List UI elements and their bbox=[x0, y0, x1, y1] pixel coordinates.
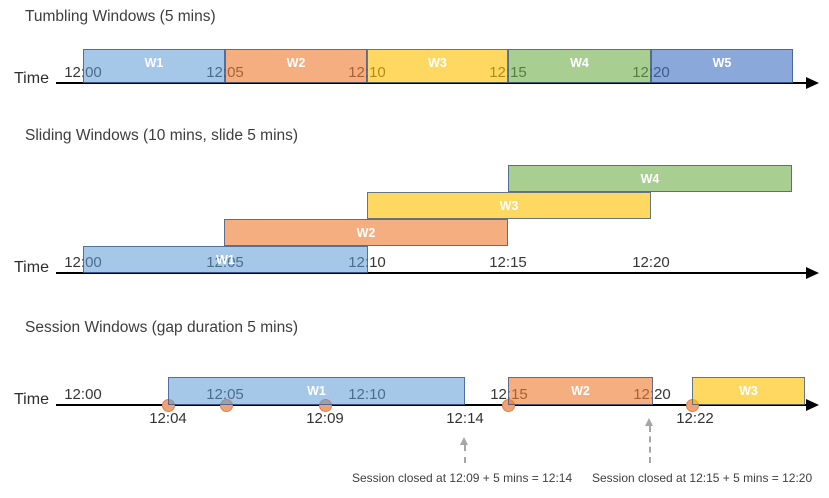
window-label: W1 bbox=[307, 384, 326, 398]
diagram-title-sliding: Sliding Windows (10 mins, slide 5 mins) bbox=[25, 127, 299, 144]
time-axis-label: Time bbox=[14, 391, 49, 408]
annotation-arrow-line bbox=[649, 426, 651, 463]
time-axis-label: Time bbox=[14, 259, 49, 276]
event-time-label: 12:09 bbox=[306, 410, 344, 427]
timeline-arrowhead-icon bbox=[806, 399, 819, 411]
window-box: W3 bbox=[367, 49, 508, 83]
diagram-title-tumbling: Tumbling Windows (5 mins) bbox=[25, 8, 216, 25]
window-box: W3 bbox=[692, 377, 805, 405]
window-label: W2 bbox=[356, 225, 376, 240]
time-axis-label: Time bbox=[14, 70, 49, 87]
annotation-arrow-head-icon bbox=[460, 437, 468, 445]
event-time-label: 12:22 bbox=[676, 410, 714, 427]
timeline-axis bbox=[56, 404, 806, 406]
window-label: W3 bbox=[428, 56, 447, 70]
window-label: W3 bbox=[739, 384, 758, 398]
annotation-arrow-head-icon bbox=[645, 418, 653, 426]
window-box: W5 bbox=[651, 49, 793, 83]
axis-tick-label: 12:20 bbox=[632, 254, 670, 271]
window-label: W5 bbox=[712, 56, 732, 70]
event-time-label: 12:14 bbox=[446, 410, 484, 427]
timeline-arrowhead-icon bbox=[806, 267, 819, 279]
window-label: W3 bbox=[499, 198, 519, 213]
axis-tick-label: 12:00 bbox=[64, 386, 102, 403]
window-label: W1 bbox=[216, 252, 235, 267]
window-label: W2 bbox=[286, 56, 306, 70]
window-box: W1 bbox=[168, 377, 465, 405]
timeline-axis bbox=[56, 272, 806, 274]
event-time-label: 12:04 bbox=[149, 410, 187, 427]
window-label: W2 bbox=[571, 384, 590, 398]
window-box: W2 bbox=[508, 377, 653, 405]
window-box: W4 bbox=[508, 49, 651, 83]
window-box: W2 bbox=[225, 49, 367, 83]
diagram-title-session: Session Windows (gap duration 5 mins) bbox=[25, 319, 299, 336]
window-label: W4 bbox=[570, 56, 589, 70]
annotation-text: Session closed at 12:15 + 5 mins = 12:20 bbox=[592, 471, 813, 485]
axis-tick-label: 12:15 bbox=[489, 254, 527, 271]
window-box: W2 bbox=[224, 219, 508, 246]
window-box: W1 bbox=[83, 246, 368, 273]
window-box: W1 bbox=[83, 49, 225, 83]
window-label: W1 bbox=[144, 56, 164, 70]
window-label: W4 bbox=[640, 171, 660, 186]
timeline-arrowhead-icon bbox=[806, 77, 819, 89]
window-box: W3 bbox=[367, 192, 651, 219]
annotation-arrow-line bbox=[464, 445, 466, 463]
annotation-text: Session closed at 12:09 + 5 mins = 12:14 bbox=[352, 471, 573, 485]
timeline-axis bbox=[56, 82, 806, 84]
window-box: W4 bbox=[508, 165, 792, 192]
